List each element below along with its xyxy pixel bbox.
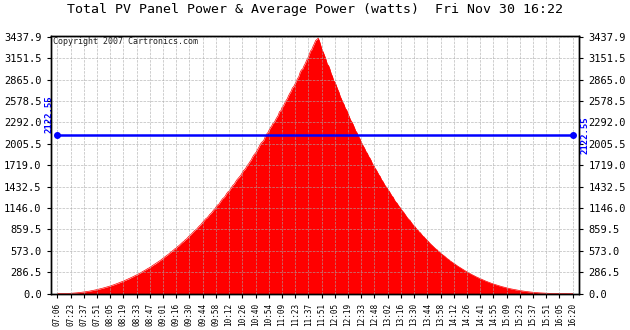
Text: Copyright 2007 Cartronics.com: Copyright 2007 Cartronics.com <box>54 37 198 46</box>
Text: 2122.55: 2122.55 <box>580 116 589 154</box>
Text: Total PV Panel Power & Average Power (watts)  Fri Nov 30 16:22: Total PV Panel Power & Average Power (wa… <box>67 3 563 16</box>
Text: 2122.55: 2122.55 <box>44 95 54 133</box>
